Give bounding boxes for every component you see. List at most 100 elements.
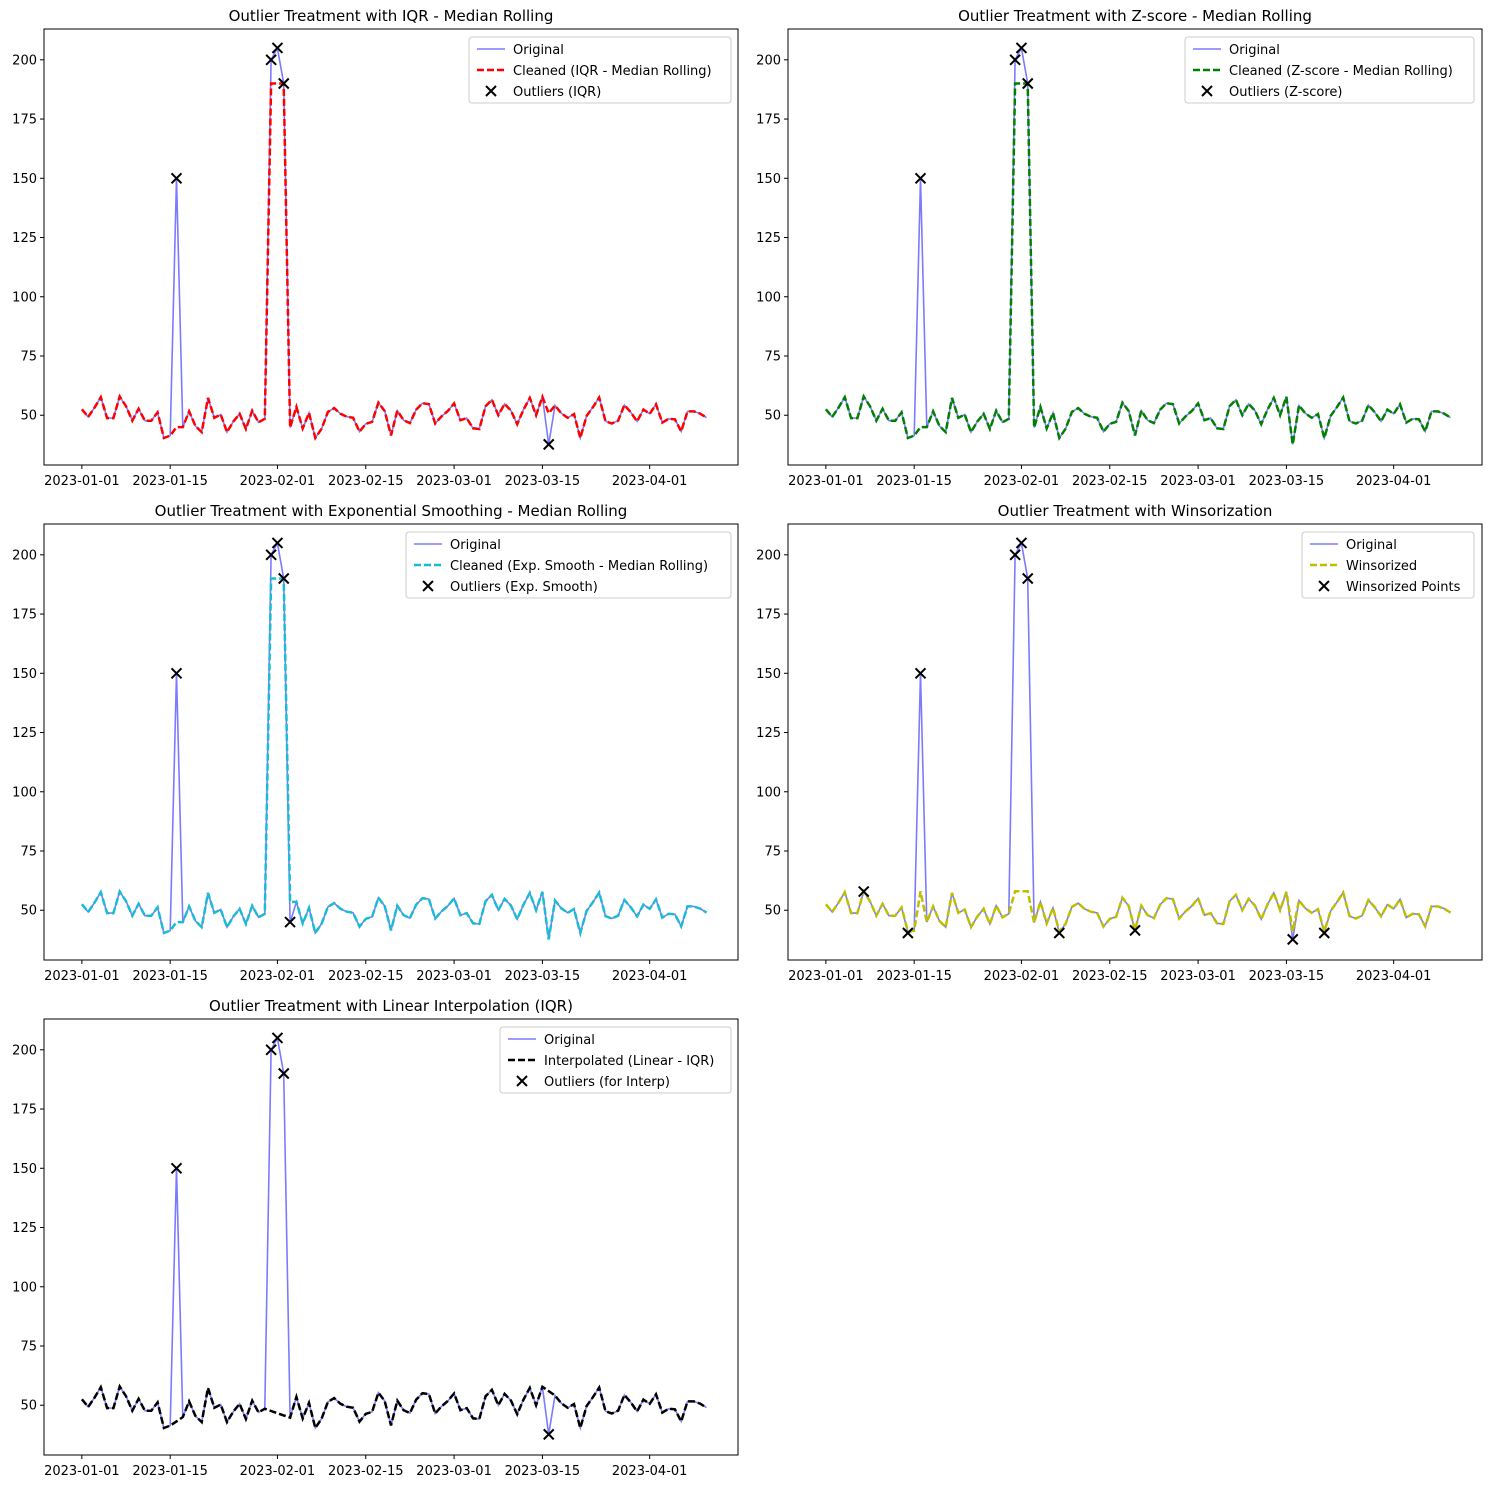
legend-box (1301, 531, 1475, 599)
subplot-winsorization: Outlier Treatment with Winsorization 50 7… (756, 502, 1483, 984)
series-line-original (825, 45, 1451, 445)
outlier-marker (1129, 924, 1141, 937)
subplot-title: Outlier Treatment with Exponential Smoot… (155, 502, 628, 520)
legend-label-outliers: Outliers (for Interp) (544, 1075, 670, 1090)
y-tick-label: 75 (764, 845, 781, 860)
x-tick-label: 2023-03-01 (1160, 474, 1236, 489)
y-tick-label: 75 (20, 350, 37, 365)
y-tick-label: 150 (756, 172, 781, 187)
y-tick-label: 50 (20, 904, 37, 919)
outlier-marker (278, 572, 290, 585)
outlier-marker (1022, 572, 1034, 585)
y-tick-label: 100 (756, 785, 781, 800)
y-tick-label: 175 (12, 1103, 37, 1118)
series-line-original (81, 1035, 707, 1435)
y-tick-label: 175 (12, 608, 37, 623)
x-tick-label: 2023-01-15 (132, 1464, 208, 1479)
x-tick-label: 2023-01-15 (132, 969, 208, 984)
x-tick-label: 2023-02-15 (1072, 969, 1148, 984)
y-tick-label: 50 (20, 409, 37, 424)
subplot-zscore: Outlier Treatment with Z-score - Median … (756, 7, 1483, 489)
x-tick-label: 2023-02-15 (328, 969, 404, 984)
y-tick-label: 150 (12, 1162, 37, 1177)
x-tick-label: 2023-02-15 (328, 474, 404, 489)
legend-label-original: Original (544, 1033, 595, 1048)
y-tick-label: 50 (20, 1399, 37, 1414)
outlier-marker (284, 916, 296, 928)
series-line-cleaned (80, 1383, 708, 1433)
legend-marker-outlier (422, 580, 434, 592)
legend-label-cleaned: Winsorized (1346, 559, 1417, 574)
subplot-iqr: Outlier Treatment with IQR - Median Roll… (12, 7, 739, 489)
legend: Original Winsorized Winsorized Points (1301, 531, 1475, 599)
legend-label-outliers: Outliers (Z-score) (1229, 85, 1342, 100)
legend-marker-outlier (485, 85, 497, 97)
legend-box (468, 36, 732, 104)
legend: Original Cleaned (Exp. Smooth - Median R… (405, 531, 732, 599)
x-tick-label: 2023-02-01 (984, 474, 1060, 489)
outlier-marker (265, 1044, 277, 1056)
x-tick-label: 2023-03-15 (505, 969, 581, 984)
y-tick-label: 75 (20, 845, 37, 860)
series-line-cleaned (80, 82, 708, 443)
outlier-marker (265, 549, 277, 561)
x-tick-label: 2023-01-15 (132, 474, 208, 489)
x-tick-label: 2023-02-01 (240, 1464, 316, 1479)
x-tick-label: 2023-02-15 (328, 1464, 404, 1479)
y-tick-label: 50 (764, 409, 781, 424)
outlier-marker (1015, 537, 1028, 549)
y-tick-label: 100 (756, 290, 781, 305)
series-line-original (825, 540, 1451, 940)
axes-frame (43, 28, 739, 466)
outlier-marker (914, 172, 927, 184)
outlier-marker (170, 667, 183, 679)
x-tick-label: 2023-03-15 (505, 474, 581, 489)
x-tick-label: 2023-03-15 (505, 1464, 581, 1479)
axes-frame (43, 1018, 739, 1456)
subplot-title: Outlier Treatment with Z-score - Median … (958, 7, 1312, 25)
legend-marker-outlier (1201, 85, 1213, 97)
outlier-marker (170, 172, 183, 184)
outlier-marker (1015, 42, 1028, 54)
legend-box (1184, 36, 1475, 104)
x-tick-label: 2023-04-01 (1356, 474, 1432, 489)
y-tick-label: 75 (20, 1340, 37, 1355)
outlier-marker (271, 1032, 284, 1044)
outlier-marker (1053, 927, 1065, 939)
outlier-marker (902, 927, 914, 939)
y-tick-label: 125 (12, 1221, 37, 1236)
axes-frame (43, 523, 739, 961)
x-tick-label: 2023-01-15 (876, 969, 952, 984)
x-tick-label: 2023-01-01 (788, 474, 864, 489)
subplot-linear-interp: Outlier Treatment with Linear Interpolat… (12, 997, 739, 1479)
y-tick-label: 150 (12, 172, 37, 187)
series-line-cleaned (824, 82, 1452, 445)
outlier-marker (1009, 549, 1021, 561)
x-tick-label: 2023-04-01 (612, 474, 688, 489)
series-line-cleaned (824, 888, 1452, 937)
y-tick-label: 200 (756, 53, 781, 68)
legend-label-cleaned: Cleaned (Exp. Smooth - Median Rolling) (450, 559, 708, 574)
y-tick-label: 200 (12, 1043, 37, 1058)
y-tick-label: 175 (756, 608, 781, 623)
y-tick-label: 200 (12, 53, 37, 68)
outlier-marker (543, 438, 555, 451)
x-tick-label: 2023-01-01 (44, 474, 120, 489)
y-tick-label: 125 (756, 726, 781, 741)
y-tick-label: 125 (756, 231, 781, 246)
y-tick-label: 200 (12, 548, 37, 563)
x-tick-label: 2023-04-01 (1356, 969, 1432, 984)
x-tick-label: 2023-02-15 (1072, 474, 1148, 489)
y-tick-label: 100 (12, 290, 37, 305)
x-tick-label: 2023-03-15 (1249, 969, 1325, 984)
y-tick-label: 100 (12, 1280, 37, 1295)
legend-label-outliers: Outliers (IQR) (513, 85, 601, 100)
y-tick-label: 150 (756, 667, 781, 682)
y-tick-label: 175 (756, 113, 781, 128)
outlier-marker (914, 667, 927, 679)
series-line-cleaned (80, 577, 708, 940)
legend-label-cleaned: Interpolated (Linear - IQR) (544, 1054, 714, 1069)
legend-box (405, 531, 732, 599)
axes-frame (787, 28, 1483, 466)
